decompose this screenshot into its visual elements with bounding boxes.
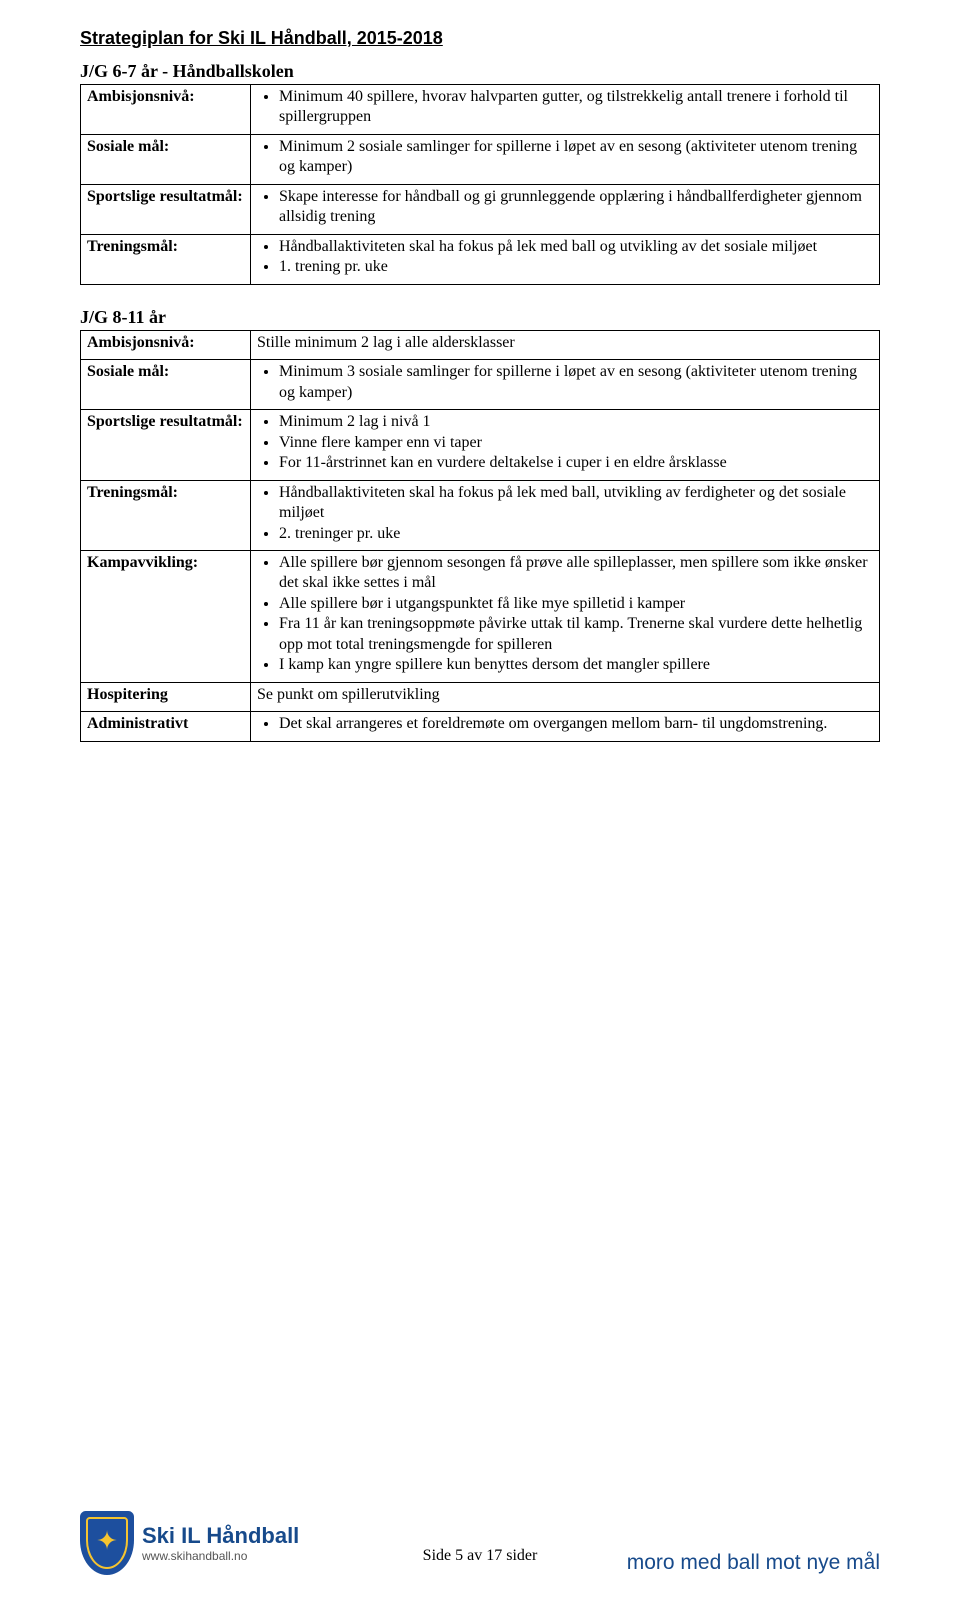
row-label: Hospitering bbox=[81, 682, 251, 711]
table-row: Sportslige resultatmål: Minimum 2 lag i … bbox=[81, 410, 880, 480]
row-value: Håndballaktiviteten skal ha fokus på lek… bbox=[251, 234, 880, 284]
list-item: Fra 11 år kan treningsoppmøte påvirke ut… bbox=[279, 614, 873, 655]
list-item: Håndballaktiviteten skal ha fokus på lek… bbox=[279, 483, 873, 524]
row-label: Sportslige resultatmål: bbox=[81, 410, 251, 480]
section2-title: J/G 8-11 år bbox=[80, 307, 880, 328]
list-item: Minimum 40 spillere, hvorav halvparten g… bbox=[279, 87, 873, 128]
table-row: Sosiale mål: Minimum 2 sosiale samlinger… bbox=[81, 134, 880, 184]
section1-table: Ambisjonsnivå: Minimum 40 spillere, hvor… bbox=[80, 84, 880, 285]
table-row: Administrativt Det skal arrangeres et fo… bbox=[81, 712, 880, 741]
row-label: Treningsmål: bbox=[81, 480, 251, 550]
row-value: Håndballaktiviteten skal ha fokus på lek… bbox=[251, 480, 880, 550]
row-value: Skape interesse for håndball og gi grunn… bbox=[251, 184, 880, 234]
row-label: Administrativt bbox=[81, 712, 251, 741]
row-label: Treningsmål: bbox=[81, 234, 251, 284]
row-value: Minimum 40 spillere, hvorav halvparten g… bbox=[251, 85, 880, 135]
row-value: Minimum 3 sosiale samlinger for spillern… bbox=[251, 360, 880, 410]
table-row: Sosiale mål: Minimum 3 sosiale samlinger… bbox=[81, 360, 880, 410]
row-value: Stille minimum 2 lag i alle aldersklasse… bbox=[251, 330, 880, 359]
row-value: Se punkt om spillerutvikling bbox=[251, 682, 880, 711]
table-row: Ambisjonsnivå: Minimum 40 spillere, hvor… bbox=[81, 85, 880, 135]
row-value: Minimum 2 sosiale samlinger for spillern… bbox=[251, 134, 880, 184]
document-header: Strategiplan for Ski IL Håndball, 2015-2… bbox=[80, 28, 880, 49]
table-row: Sportslige resultatmål: Skape interesse … bbox=[81, 184, 880, 234]
list-item: Skape interesse for håndball og gi grunn… bbox=[279, 187, 873, 228]
table-row: Treningsmål: Håndballaktiviteten skal ha… bbox=[81, 480, 880, 550]
footer-brand: Ski IL Håndball bbox=[142, 1523, 299, 1549]
list-item: I kamp kan yngre spillere kun benyttes d… bbox=[279, 655, 873, 675]
list-item: Det skal arrangeres et foreldremøte om o… bbox=[279, 714, 873, 734]
list-item: Minimum 2 sosiale samlinger for spillern… bbox=[279, 137, 873, 178]
section1-title: J/G 6-7 år - Håndballskolen bbox=[80, 61, 880, 82]
table-row: Ambisjonsnivå: Stille minimum 2 lag i al… bbox=[81, 330, 880, 359]
footer-brand-block: ✦ Ski IL Håndball www.skihandball.no bbox=[80, 1511, 299, 1575]
row-value: Minimum 2 lag i nivå 1 Vinne flere kampe… bbox=[251, 410, 880, 480]
list-item: Vinne flere kamper enn vi taper bbox=[279, 433, 873, 453]
row-label: Kampavvikling: bbox=[81, 550, 251, 682]
row-label: Ambisjonsnivå: bbox=[81, 85, 251, 135]
section2-table: Ambisjonsnivå: Stille minimum 2 lag i al… bbox=[80, 330, 880, 742]
row-label: Sosiale mål: bbox=[81, 360, 251, 410]
row-value: Det skal arrangeres et foreldremøte om o… bbox=[251, 712, 880, 741]
list-item: Håndballaktiviteten skal ha fokus på lek… bbox=[279, 237, 873, 257]
row-value: Alle spillere bør gjennom sesongen få pr… bbox=[251, 550, 880, 682]
row-label: Sportslige resultatmål: bbox=[81, 184, 251, 234]
list-item: Alle spillere bør i utgangspunktet få li… bbox=[279, 594, 873, 614]
table-row: Treningsmål: Håndballaktiviteten skal ha… bbox=[81, 234, 880, 284]
list-item: 2. treninger pr. uke bbox=[279, 524, 873, 544]
list-item: Minimum 2 lag i nivå 1 bbox=[279, 412, 873, 432]
page-number: Side 5 av 17 sider bbox=[80, 1547, 880, 1565]
footer: ✦ Ski IL Håndball www.skihandball.no mor… bbox=[80, 1511, 880, 1575]
table-row: Kampavvikling: Alle spillere bør gjennom… bbox=[81, 550, 880, 682]
list-item: Alle spillere bør gjennom sesongen få pr… bbox=[279, 553, 873, 594]
logo-shield-icon: ✦ bbox=[80, 1511, 134, 1575]
row-label: Sosiale mål: bbox=[81, 134, 251, 184]
list-item: Minimum 3 sosiale samlinger for spillern… bbox=[279, 362, 873, 403]
table-row: Hospitering Se punkt om spillerutvikling bbox=[81, 682, 880, 711]
row-label: Ambisjonsnivå: bbox=[81, 330, 251, 359]
list-item: 1. trening pr. uke bbox=[279, 257, 873, 277]
list-item: For 11-årstrinnet kan en vurdere deltake… bbox=[279, 453, 873, 473]
